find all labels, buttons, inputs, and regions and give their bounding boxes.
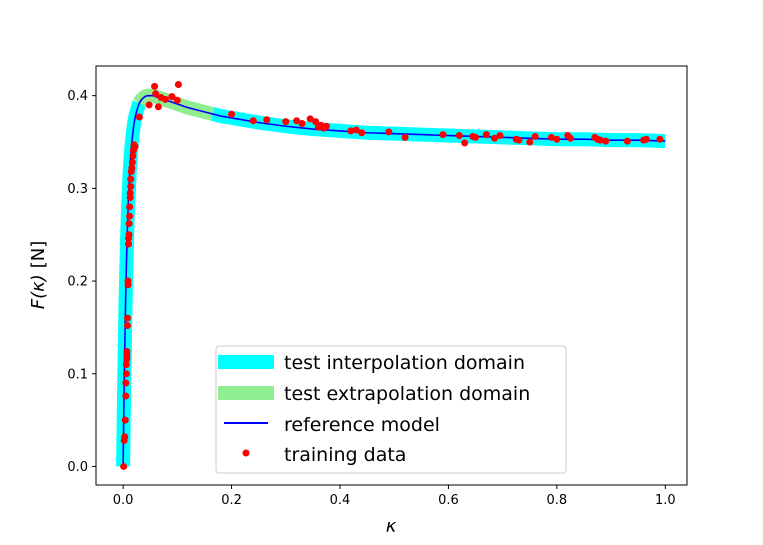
plot-frame xyxy=(95,65,688,486)
training-point-35 xyxy=(152,90,160,98)
training-point-26 xyxy=(128,164,136,172)
training-point-43 xyxy=(249,117,257,125)
training-point-17 xyxy=(125,231,133,239)
training-point-31 xyxy=(131,143,139,151)
legend-label-training: training data xyxy=(284,444,406,466)
training-point-45 xyxy=(282,118,290,126)
training-point-41 xyxy=(174,81,182,89)
y-tick-label-0: 0.0 xyxy=(67,460,88,475)
training-point-44 xyxy=(263,116,271,124)
legend-swatch-interpolation xyxy=(218,355,274,369)
legend: test interpolation domain test extrapola… xyxy=(215,345,567,474)
training-point-15 xyxy=(125,240,133,248)
y-tick-label-1: 0.1 xyxy=(67,367,88,382)
training-point-20 xyxy=(126,203,134,211)
tick-layer: 0.0 0.2 0.4 0.6 0.8 1.0 0.0 0.1 0.2 0.3 0.4 xyxy=(67,89,675,508)
training-point-23 xyxy=(127,183,135,191)
y-tick-label-4: 0.4 xyxy=(67,89,88,104)
training-point-81 xyxy=(642,135,650,143)
training-point-78 xyxy=(602,137,610,145)
training-point-69 xyxy=(526,138,534,146)
training-point-39 xyxy=(168,93,176,101)
training-point-12 xyxy=(123,314,131,322)
training-point-4 xyxy=(122,392,130,400)
training-point-58 xyxy=(401,133,409,141)
legend-box xyxy=(215,345,567,474)
x-tick-label-3: 0.6 xyxy=(438,493,459,508)
training-point-46 xyxy=(293,117,301,125)
training-point-68 xyxy=(515,136,523,144)
legend-swatch-extrapolation xyxy=(218,386,274,400)
training-point-65 xyxy=(491,134,499,142)
x-tick-label-0: 0.0 xyxy=(113,493,134,508)
legend-swatch-training xyxy=(242,449,250,457)
legend-label-reference: reference model xyxy=(284,414,440,436)
training-point-36 xyxy=(154,103,162,111)
training-point-27 xyxy=(128,158,136,166)
training-point-66 xyxy=(496,132,504,140)
training-point-56 xyxy=(358,129,366,137)
training-point-74 xyxy=(566,134,574,142)
training-point-19 xyxy=(126,212,134,220)
x-tick-label-5: 1.0 xyxy=(655,493,676,508)
training-point-53 xyxy=(322,122,330,130)
training-point-10 xyxy=(123,348,131,356)
training-point-59 xyxy=(439,131,447,139)
y-axis-label-unit: [N] xyxy=(28,241,49,269)
training-point-71 xyxy=(547,133,555,141)
y-axis-label: F(κ) [N] xyxy=(28,241,49,310)
training-point-42 xyxy=(228,110,236,118)
training-point-79 xyxy=(623,137,631,145)
training-point-11 xyxy=(123,322,131,330)
training-point-5 xyxy=(122,379,130,387)
legend-label-extrapolation: test extrapolation domain xyxy=(284,383,530,405)
training-point-72 xyxy=(553,135,561,143)
training-point-82 xyxy=(656,135,664,143)
training-point-0 xyxy=(120,462,128,470)
training-point-54 xyxy=(347,127,355,135)
training-point-2 xyxy=(121,433,129,441)
x-tick-label-4: 0.8 xyxy=(547,493,568,508)
training-point-6 xyxy=(122,370,130,378)
training-point-57 xyxy=(385,128,393,136)
training-point-49 xyxy=(312,118,320,126)
training-point-22 xyxy=(126,189,134,197)
training-point-61 xyxy=(461,139,469,147)
training-point-55 xyxy=(352,126,360,134)
training-point-28 xyxy=(129,152,137,160)
training-point-34 xyxy=(151,82,159,90)
legend-label-interpolation: test interpolation domain xyxy=(284,352,525,374)
y-tick-label-2: 0.2 xyxy=(67,275,88,290)
x-tick-label-1: 0.2 xyxy=(221,493,242,508)
training-point-47 xyxy=(298,119,306,127)
training-point-63 xyxy=(472,133,480,141)
training-point-18 xyxy=(125,220,133,228)
y-axis-label-main: F(κ) xyxy=(28,274,49,309)
training-point-33 xyxy=(145,101,153,109)
training-point-48 xyxy=(306,115,314,123)
training-point-60 xyxy=(455,132,463,140)
x-axis-label: κ xyxy=(386,516,397,537)
training-point-40 xyxy=(173,96,181,104)
training-point-14 xyxy=(124,277,132,285)
training-point-38 xyxy=(161,95,169,103)
training-point-70 xyxy=(531,132,539,140)
training-point-32 xyxy=(135,113,143,121)
point-layer xyxy=(120,81,664,470)
training-point-3 xyxy=(121,416,129,424)
training-point-77 xyxy=(596,136,604,144)
y-tick-label-3: 0.3 xyxy=(67,182,88,197)
x-tick-label-2: 0.4 xyxy=(330,493,351,508)
training-point-64 xyxy=(482,131,490,139)
training-point-7 xyxy=(122,360,130,368)
training-point-24 xyxy=(127,175,135,183)
